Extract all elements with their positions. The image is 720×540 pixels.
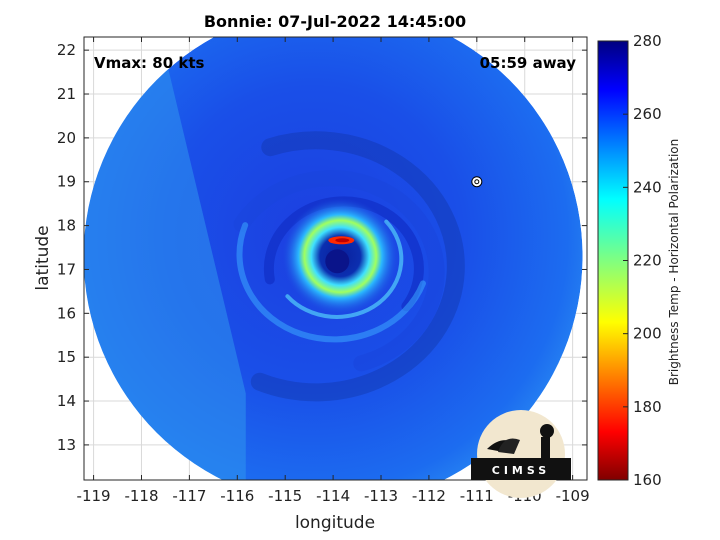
storm-marker-icon [471, 176, 483, 188]
rainband-arc [285, 219, 404, 319]
y-axis-ticks: 13 14 15 16 17 18 19 20 21 22 [57, 41, 587, 454]
colorbar-tick-label: 220 [633, 252, 662, 270]
cimss-logo: CIMSS [471, 410, 571, 498]
colorbar-tick-label: 180 [633, 398, 662, 416]
y-tick-label: 22 [57, 41, 76, 59]
x-tick-label: -115 [268, 487, 302, 505]
y-tick-label: 21 [57, 85, 76, 103]
x-tick-label: -112 [412, 487, 446, 505]
eyewall-hot-core [335, 238, 350, 243]
colorbar-tick-label: 200 [633, 325, 662, 343]
y-tick-label: 17 [57, 260, 76, 278]
chart-title: Bonnie: 07-Jul-2022 14:45:00 [204, 12, 466, 31]
cimss-logo-text: CIMSS [492, 464, 550, 477]
x-tick-label: -116 [220, 487, 254, 505]
colorbar: 160 180 200 220 240 260 280 Brightness Temp - … [597, 32, 681, 489]
time-away-annotation: 05:59 away [480, 54, 577, 72]
colorbar-ticks: 160 180 200 220 240 260 280 [623, 32, 662, 489]
y-tick-label: 18 [57, 217, 76, 235]
x-tick-label: -109 [556, 487, 590, 505]
y-tick-label: 14 [57, 392, 76, 410]
rainband-arc [236, 222, 426, 343]
swath-left-band [84, 37, 246, 480]
spiral-rainbands [233, 131, 465, 402]
y-tick-label: 20 [57, 129, 76, 147]
y-axis-label: latitude [33, 225, 53, 290]
colorbar-label: Brightness Temp - Horizontal Polarizatio… [667, 139, 681, 386]
rainband-arc [233, 170, 445, 372]
x-tick-label: -111 [460, 487, 494, 505]
brightness-swath [84, 37, 583, 480]
storm-eye [325, 249, 350, 274]
colorbar-tick-label: 240 [633, 178, 662, 196]
x-tick-label: -118 [124, 487, 158, 505]
y-tick-label: 16 [57, 304, 76, 322]
x-axis-label: longitude [295, 513, 375, 533]
colorbar-tick-label: 160 [633, 471, 662, 489]
y-tick-label: 19 [57, 173, 76, 191]
y-tick-label: 13 [57, 436, 76, 454]
x-tick-label: -117 [172, 487, 206, 505]
vmax-annotation: Vmax: 80 kts [94, 54, 204, 72]
x-tick-label: -113 [364, 487, 398, 505]
y-tick-label: 15 [57, 348, 76, 366]
x-tick-label: -114 [316, 487, 350, 505]
rainband-arc [250, 131, 465, 402]
colorbar-tick-label: 260 [633, 105, 662, 123]
x-tick-label: -119 [77, 487, 111, 505]
axes-frame [83, 36, 588, 481]
colorbar-tick-label: 280 [633, 32, 662, 50]
